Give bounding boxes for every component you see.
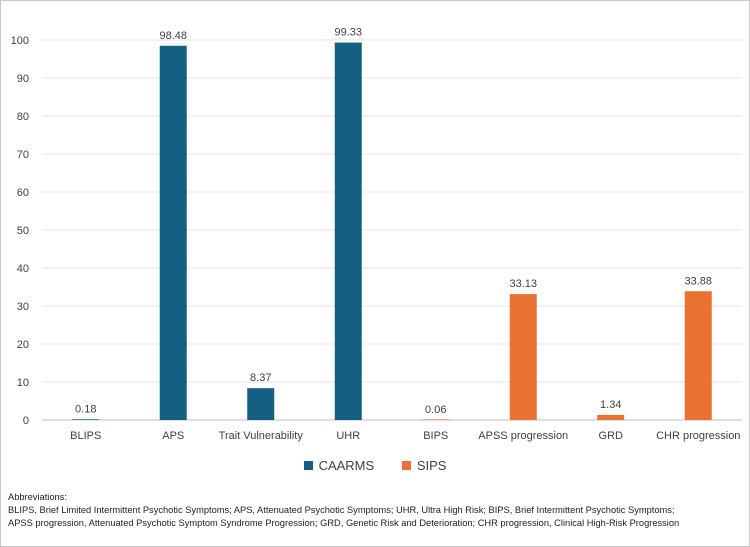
y-tick-label: 20 — [17, 339, 29, 351]
data-label: 1.34 — [600, 399, 621, 411]
y-tick-label: 100 — [11, 35, 29, 47]
y-tick-label: 10 — [17, 377, 29, 389]
bar-chr-progression — [684, 291, 712, 420]
bar-chart: 0 10 20 30 40 50 60 70 80 90 100 0.18 98.48 8.37 99.3… — [11, 27, 742, 442]
x-tick-label: BIPS — [423, 430, 448, 442]
abbreviations-heading: Abbreviations: — [8, 492, 67, 502]
x-tick-label: CHR progression — [656, 430, 740, 442]
abbreviations-note: Abbreviations: BLIPS, Brief Limited Inte… — [8, 491, 679, 530]
legend-item-caarms: CAARMS — [303, 458, 375, 473]
x-tick-label: Trait Vulnerability — [219, 430, 304, 442]
y-tick-label: 40 — [17, 263, 29, 275]
data-label: 0.18 — [75, 403, 96, 415]
x-tick-label: BLIPS — [70, 430, 101, 442]
y-tick-label: 30 — [17, 301, 29, 313]
legend-label-caarms: CAARMS — [318, 458, 375, 473]
y-tick-label: 60 — [17, 187, 29, 199]
legend-label-sips: SIPS — [416, 458, 447, 473]
legend-swatch-caarms — [303, 461, 313, 470]
legend-item-sips: SIPS — [401, 458, 447, 473]
x-axis-ticks: BLIPS APS Trait Vulnerability UHR BIPS APSS p… — [70, 430, 740, 442]
data-label: 99.33 — [334, 27, 362, 39]
gridlines — [42, 39, 742, 421]
x-tick-label: GRD — [599, 430, 624, 442]
bars — [72, 42, 712, 421]
bar-aps — [159, 45, 187, 420]
bar-bips — [422, 419, 450, 420]
y-tick-label: 0 — [23, 415, 29, 427]
y-tick-label: 80 — [17, 111, 29, 123]
data-label: 33.13 — [509, 278, 537, 290]
x-tick-label: APS — [162, 430, 184, 442]
data-label: 0.06 — [425, 404, 446, 416]
legend-swatch-sips — [401, 461, 411, 470]
bar-uhr — [334, 42, 362, 421]
bar-blips — [72, 419, 100, 420]
y-tick-label: 50 — [17, 225, 29, 237]
y-tick-label: 90 — [17, 73, 29, 85]
data-label: 33.88 — [684, 275, 712, 287]
x-tick-label: UHR — [336, 430, 360, 442]
y-axis-ticks: 0 10 20 30 40 50 60 70 80 90 100 — [11, 35, 29, 427]
abbreviations-line-1: BLIPS, Brief Limited Intermittent Psycho… — [8, 505, 675, 515]
abbreviations-line-2: APSS progression, Attenuated Psychotic S… — [8, 518, 680, 528]
data-label: 8.37 — [250, 372, 271, 384]
bar-apss-progression — [509, 294, 537, 420]
y-tick-label: 70 — [17, 149, 29, 161]
bar-trait-vulnerability — [247, 388, 275, 420]
data-label: 98.48 — [159, 30, 187, 42]
legend: CAARMS SIPS — [0, 458, 750, 473]
bar-grd — [597, 414, 625, 420]
x-tick-label: APSS progression — [478, 430, 568, 442]
data-labels: 0.18 98.48 8.37 99.33 0.06 33.13 1.34 33.88 — [75, 27, 712, 416]
